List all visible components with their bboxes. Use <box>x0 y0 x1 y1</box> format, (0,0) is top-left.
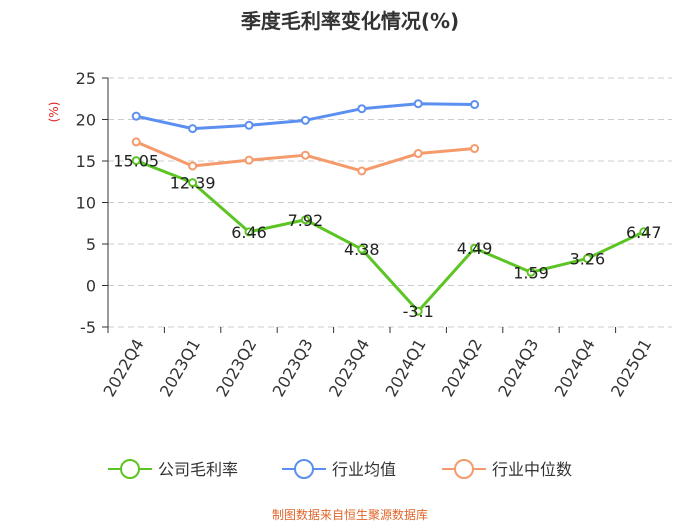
legend-label: 行业中位数 <box>492 460 572 479</box>
y-tick-label: 25 <box>76 69 96 88</box>
data-label: 4.49 <box>457 239 493 258</box>
data-point <box>244 227 254 237</box>
data-point <box>582 253 592 263</box>
x-tick-label: 2023Q2 <box>212 336 260 400</box>
y-axis-ticks: -5 0 5 10 15 20 25 <box>76 69 109 337</box>
source-footer: 制图数据来自恒生聚源数据库 <box>272 507 428 522</box>
data-label: -3.1 <box>403 302 434 321</box>
data-point <box>413 306 423 316</box>
data-point <box>188 124 198 134</box>
data-label: 3.26 <box>570 249 606 268</box>
data-point <box>131 156 141 166</box>
series-layer <box>131 99 649 316</box>
data-labels: 15.05 12.39 6.46 7.92 4.38 -3.1 4.49 1.59 3.26 6.… <box>113 152 661 322</box>
data-point <box>413 149 423 159</box>
legend-item[interactable]: 行业均值 <box>282 459 396 479</box>
data-label: 6.47 <box>626 223 662 242</box>
x-tick-label: 2023Q4 <box>325 336 373 400</box>
y-tick-label: 10 <box>76 194 96 213</box>
data-label: 4.38 <box>344 240 380 259</box>
data-point <box>300 150 310 160</box>
data-point <box>131 137 141 147</box>
data-point <box>357 244 367 254</box>
y-tick-label: 5 <box>86 235 96 254</box>
y-tick-label: 20 <box>76 111 96 130</box>
legend: 公司毛利率 行业均值 行业中位数 <box>108 459 572 479</box>
x-tick-label: 2024Q1 <box>381 336 429 400</box>
y-tick-label: 15 <box>76 152 96 171</box>
grid-lines <box>108 77 672 328</box>
data-point <box>470 100 480 110</box>
data-point <box>639 227 649 237</box>
legend-item[interactable]: 行业中位数 <box>442 459 572 479</box>
data-point <box>357 104 367 114</box>
data-point <box>300 215 310 225</box>
x-tick-label: 2023Q1 <box>156 336 204 400</box>
y-axis-label: (%) <box>47 102 61 123</box>
data-label: 7.92 <box>288 211 324 230</box>
x-tick-label: 2025Q1 <box>607 336 655 400</box>
series-2 <box>131 137 480 176</box>
x-tick-label: 2024Q4 <box>551 336 599 400</box>
y-tick-label: -5 <box>80 318 96 337</box>
legend-label: 行业均值 <box>332 460 396 479</box>
legend-marker <box>120 459 140 479</box>
data-label: 1.59 <box>513 263 549 282</box>
chart-title: 季度毛利率变化情况(%) <box>240 9 459 33</box>
series-1 <box>131 99 480 134</box>
data-point <box>188 178 198 188</box>
legend-marker <box>294 459 314 479</box>
series-0 <box>131 156 649 316</box>
y-tick-label: 0 <box>86 277 96 296</box>
data-point <box>300 115 310 125</box>
legend-item[interactable]: 公司毛利率 <box>108 459 238 479</box>
data-point <box>470 144 480 154</box>
x-tick-label: 2022Q4 <box>99 336 147 400</box>
data-point <box>131 111 141 121</box>
data-label: 6.46 <box>231 223 267 242</box>
data-label: 12.39 <box>170 174 216 193</box>
x-tick-label: 2023Q3 <box>269 336 317 400</box>
x-tick-label: 2024Q2 <box>438 335 486 399</box>
data-point <box>357 166 367 176</box>
x-tick-label: 2024Q3 <box>494 336 542 400</box>
data-label: 15.05 <box>113 152 159 171</box>
data-point <box>244 155 254 165</box>
series-line <box>135 159 645 313</box>
data-point <box>244 120 254 130</box>
data-point <box>413 99 423 109</box>
data-point <box>188 161 198 171</box>
legend-label: 公司毛利率 <box>158 460 238 479</box>
x-axis-ticks: 2022Q4 2023Q1 2023Q2 2023Q3 2023Q4 2024Q1 2024… <box>99 327 655 400</box>
data-point <box>526 267 536 277</box>
legend-marker <box>454 459 474 479</box>
data-point <box>470 243 480 253</box>
